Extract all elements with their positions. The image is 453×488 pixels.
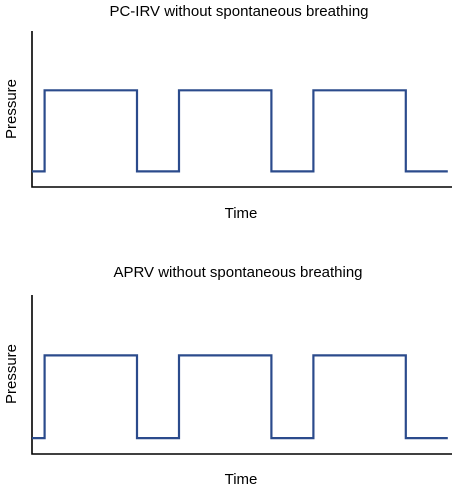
x-axis-label: Time	[225, 205, 258, 222]
y-axis-label: Pressure	[3, 79, 20, 139]
axis-frame	[31, 31, 452, 188]
chart-aprv: APRV without spontaneous breathing Press…	[3, 264, 452, 488]
chart-title: PC-IRV without spontaneous breathing	[109, 3, 368, 20]
pressure-series-line	[32, 89, 448, 173]
pressure-series-line	[32, 354, 448, 440]
axis-frame	[31, 295, 452, 455]
y-axis-label: Pressure	[3, 344, 20, 404]
chart-title: APRV without spontaneous breathing	[113, 264, 362, 281]
chart-pc-irv: PC-IRV without spontaneous breathing Pre…	[3, 3, 452, 222]
x-axis-label: Time	[225, 471, 258, 488]
